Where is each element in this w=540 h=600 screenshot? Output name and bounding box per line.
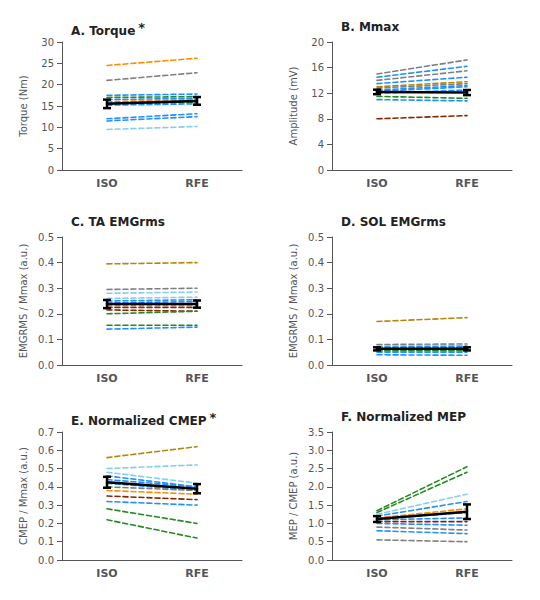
svg-text:15: 15 [41, 101, 54, 112]
svg-text:3.0: 3.0 [308, 445, 324, 456]
svg-text:0.5: 0.5 [308, 536, 324, 547]
svg-text:0.0: 0.0 [308, 555, 324, 566]
svg-text:0.4: 0.4 [38, 481, 54, 492]
svg-text:0.0: 0.0 [308, 360, 324, 371]
svg-text:*: * [138, 20, 145, 35]
svg-text:ISO: ISO [366, 372, 387, 385]
svg-text:A. Torque: A. Torque [71, 24, 135, 38]
svg-text:0.5: 0.5 [308, 232, 324, 243]
svg-text:0.5: 0.5 [38, 463, 54, 474]
svg-text:0.0: 0.0 [38, 555, 54, 566]
svg-text:*: * [210, 410, 217, 425]
svg-text:ISO: ISO [366, 567, 387, 580]
svg-text:0.1: 0.1 [38, 334, 54, 345]
svg-text:RFE: RFE [455, 372, 479, 385]
svg-text:RFE: RFE [185, 372, 209, 385]
svg-text:0.2: 0.2 [38, 308, 54, 319]
svg-text:E. Normalized CMEP: E. Normalized CMEP [71, 414, 207, 428]
svg-text:ISO: ISO [96, 177, 117, 190]
svg-text:8: 8 [318, 113, 324, 124]
svg-text:RFE: RFE [185, 177, 209, 190]
svg-text:ISO: ISO [96, 372, 117, 385]
svg-text:0.2: 0.2 [38, 518, 54, 529]
svg-text:B. Mmax: B. Mmax [341, 20, 399, 34]
svg-text:1.0: 1.0 [308, 518, 324, 529]
svg-text:0.4: 0.4 [308, 257, 324, 268]
svg-text:0.6: 0.6 [38, 445, 54, 456]
svg-text:25: 25 [41, 58, 54, 69]
svg-text:EMGRMS / Mmax (a.u.): EMGRMS / Mmax (a.u.) [288, 244, 299, 359]
svg-text:12: 12 [311, 88, 324, 99]
svg-text:5: 5 [48, 143, 54, 154]
svg-text:16: 16 [311, 62, 324, 73]
svg-text:MEP / CMEP (a.u.): MEP / CMEP (a.u.) [288, 452, 299, 541]
svg-text:0: 0 [318, 165, 324, 176]
svg-text:20: 20 [311, 37, 324, 48]
svg-text:0.3: 0.3 [38, 283, 54, 294]
svg-text:0.1: 0.1 [38, 536, 54, 547]
svg-text:ISO: ISO [96, 567, 117, 580]
svg-text:0: 0 [48, 165, 54, 176]
svg-text:4: 4 [318, 139, 324, 150]
svg-text:Torque (Nm): Torque (Nm) [18, 75, 29, 138]
svg-text:0.4: 0.4 [38, 257, 54, 268]
svg-text:RFE: RFE [185, 567, 209, 580]
svg-text:C. TA EMGrms: C. TA EMGrms [71, 215, 165, 229]
svg-text:0.2: 0.2 [308, 308, 324, 319]
svg-text:2.0: 2.0 [308, 481, 324, 492]
svg-text:CMEP / Mmax (a.u.): CMEP / Mmax (a.u.) [18, 447, 29, 545]
svg-text:0.7: 0.7 [38, 427, 54, 438]
svg-text:3.5: 3.5 [308, 427, 324, 438]
svg-text:0.5: 0.5 [38, 232, 54, 243]
svg-text:Amplitude (mV): Amplitude (mV) [288, 66, 299, 145]
svg-text:2.5: 2.5 [308, 463, 324, 474]
svg-text:0.1: 0.1 [308, 334, 324, 345]
svg-text:30: 30 [41, 37, 54, 48]
svg-text:1.5: 1.5 [308, 500, 324, 511]
svg-text:D. SOL EMGrms: D. SOL EMGrms [341, 215, 446, 229]
svg-text:EMGRMS / Mmax (a.u.): EMGRMS / Mmax (a.u.) [18, 244, 29, 359]
svg-text:0.3: 0.3 [308, 283, 324, 294]
svg-text:F. Normalized MEP: F. Normalized MEP [341, 410, 466, 424]
svg-text:RFE: RFE [455, 567, 479, 580]
svg-text:0.3: 0.3 [38, 500, 54, 511]
svg-text:10: 10 [41, 122, 54, 133]
svg-text:ISO: ISO [366, 177, 387, 190]
svg-text:0.0: 0.0 [38, 360, 54, 371]
svg-text:20: 20 [41, 79, 54, 90]
svg-text:RFE: RFE [455, 177, 479, 190]
